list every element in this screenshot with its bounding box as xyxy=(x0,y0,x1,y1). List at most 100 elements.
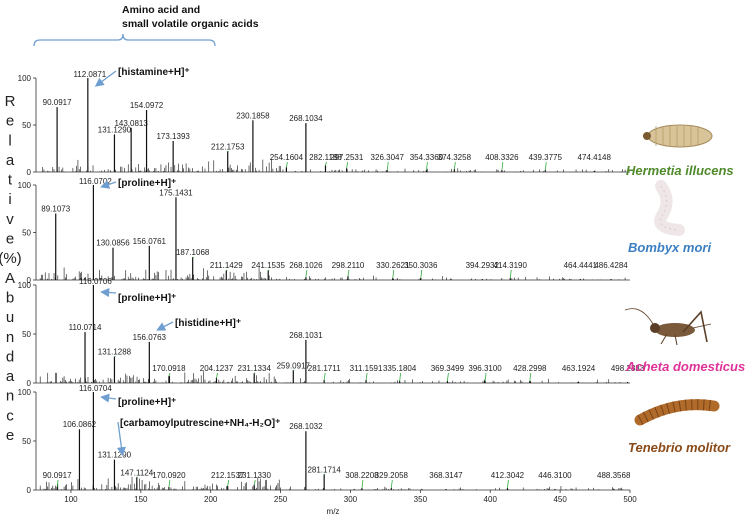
peak-label: 170.0918 xyxy=(152,364,186,373)
peak-label: 187.1068 xyxy=(176,248,210,257)
header-bracket xyxy=(33,33,216,47)
y-tick-label: 50 xyxy=(22,330,31,339)
peak-label: 308.2208 xyxy=(345,471,379,480)
peak-label: 428.2998 xyxy=(513,364,547,373)
peak-label: 297.2531 xyxy=(330,153,364,162)
peak-label: 329.2058 xyxy=(375,471,409,480)
peak-label: 268.1031 xyxy=(289,331,323,340)
larva-body xyxy=(647,124,713,148)
y-tick-label: 100 xyxy=(18,281,32,290)
peak-label: 259.0917 xyxy=(277,361,311,370)
annotation-arrow xyxy=(116,421,126,457)
x-tick-label: 350 xyxy=(414,495,428,504)
y-tick-label: 0 xyxy=(27,168,32,177)
x-tick-label: 250 xyxy=(274,495,288,504)
peak-label: 498.2333 xyxy=(611,364,645,373)
annotation-arrow xyxy=(100,287,117,298)
peak-label: 369.3499 xyxy=(431,364,465,373)
ion-annotation: [histidine+H]⁺ xyxy=(175,318,241,329)
ion-annotation: [histamine+H]⁺ xyxy=(118,67,190,78)
peak-leader-line xyxy=(56,479,59,488)
ion-annotation: [proline+H]⁺ xyxy=(118,178,176,189)
peak-leader-line xyxy=(268,269,270,271)
peak-label: 147.1124 xyxy=(120,468,153,477)
y-axis-letter: a xyxy=(6,368,15,385)
y-axis-letter: R xyxy=(5,93,16,110)
peak-label: 268.1026 xyxy=(289,261,323,270)
peak-label: 170.0920 xyxy=(152,471,186,480)
x-axis-label: m/z xyxy=(327,507,340,516)
peak-label: 173.1393 xyxy=(156,132,190,141)
peak-leader-line xyxy=(544,161,547,171)
cricket-head xyxy=(650,323,660,333)
peak-leader-line xyxy=(286,161,288,168)
peak-leader-line xyxy=(447,372,449,382)
species-label: Tenebrio molitor xyxy=(628,440,731,455)
peak-label: 254.1604 xyxy=(270,153,304,162)
peak-label: 368.3147 xyxy=(429,471,463,480)
x-tick-label: 100 xyxy=(64,495,78,504)
x-tick-label: 450 xyxy=(553,495,567,504)
peak-label: 463.1924 xyxy=(562,364,596,373)
y-tick-label: 100 xyxy=(18,181,32,190)
peak-leader-line xyxy=(216,372,218,379)
y-axis-letter: e xyxy=(6,231,14,248)
y-axis-letter: n xyxy=(6,329,14,346)
y-axis-letter: n xyxy=(6,388,14,405)
y-tick-label: 100 xyxy=(18,388,32,397)
peak-label: 231.1330 xyxy=(238,471,272,480)
y-tick-label: 0 xyxy=(27,276,32,285)
peak-leader-line xyxy=(426,161,428,171)
peak-label: 90.0917 xyxy=(43,98,72,107)
peak-label: 412.3042 xyxy=(491,471,525,480)
peak-leader-line xyxy=(420,269,423,279)
peak-label: 110.0714 xyxy=(69,323,102,332)
ion-annotation: [proline+H]⁺ xyxy=(118,397,176,408)
annotation-arrow xyxy=(100,180,117,189)
y-axis-letter: i xyxy=(8,191,11,208)
y-axis-letter: c xyxy=(6,407,14,424)
y-axis-letter: b xyxy=(6,289,14,306)
peak-label: 446.3100 xyxy=(538,471,572,480)
peak-label: 156.0763 xyxy=(133,333,167,342)
peak-label: 282.1188 xyxy=(309,153,342,162)
peak-leader-line xyxy=(347,269,350,277)
y-axis-letter: A xyxy=(5,270,15,287)
annotation-arrow xyxy=(156,321,174,331)
peak-leader-line xyxy=(253,479,256,486)
larva-head xyxy=(643,132,651,140)
x-tick-label: 200 xyxy=(204,495,218,504)
peak-label: 414.3190 xyxy=(494,261,528,270)
x-tick-label: 150 xyxy=(134,495,148,504)
ion-annotation: [proline+H]⁺ xyxy=(118,293,176,304)
peak-leader-line xyxy=(325,161,327,166)
x-tick-label: 500 xyxy=(623,495,637,504)
cricket-body xyxy=(655,323,695,337)
peak-label: 154.0972 xyxy=(130,101,164,110)
peak-leader-line xyxy=(392,269,395,279)
peak-label: 175.1431 xyxy=(159,188,193,197)
annotation-arrow xyxy=(94,70,117,87)
peak-label: 131.1290 xyxy=(98,451,132,460)
peak-label: 439.3775 xyxy=(529,153,563,162)
species-label: Hermetia illucens xyxy=(626,163,734,178)
peak-label: 474.4148 xyxy=(578,153,612,162)
peak-label: 281.1714 xyxy=(307,465,341,474)
peak-label: 268.1032 xyxy=(289,422,323,431)
insect-image xyxy=(634,399,720,426)
peak-leader-line xyxy=(509,269,512,279)
y-tick-label: 0 xyxy=(27,486,32,495)
insect-image xyxy=(654,180,685,236)
peak-label: 90.0917 xyxy=(43,471,72,480)
peak-leader-line xyxy=(168,479,171,488)
header-line-2: small volatile organic acids xyxy=(122,18,259,30)
y-tick-label: 50 xyxy=(22,437,31,446)
insect-image xyxy=(624,308,712,346)
peak-label: 116.0706 xyxy=(79,277,112,286)
peak-label: 131.1290 xyxy=(98,125,132,134)
peak-leader-line xyxy=(365,372,368,381)
insect-image xyxy=(643,124,713,148)
peak-label: 488.3568 xyxy=(597,471,631,480)
peak-label: 131.1288 xyxy=(98,348,132,357)
peak-label: 408.3326 xyxy=(485,153,519,162)
